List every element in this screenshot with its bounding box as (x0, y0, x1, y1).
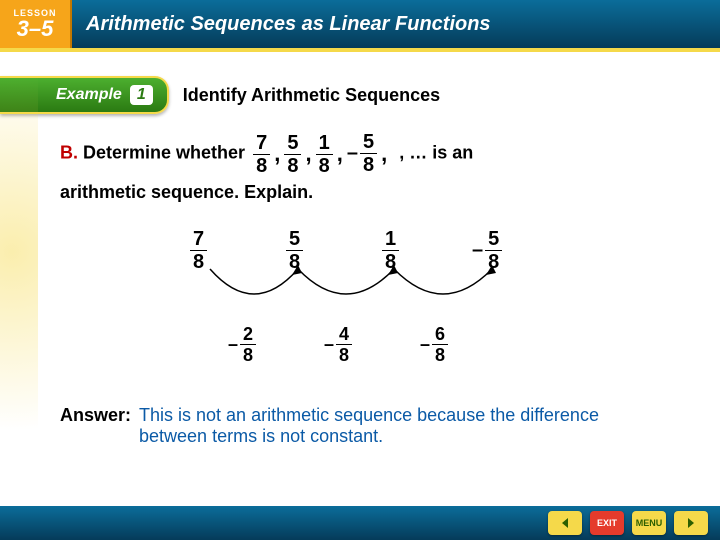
answer-block: Answer: This is not an arithmetic sequen… (60, 405, 660, 447)
chapter-topbar: LESSON 3–5 Arithmetic Sequences as Linea… (0, 0, 720, 48)
example-label: Example (56, 86, 122, 104)
question-line-2: arithmetic sequence. Explain. (60, 182, 660, 203)
content-body: B. Determine whether 78,58,18,–58, , … i… (0, 114, 720, 447)
example-title: Identify Arithmetic Sequences (183, 85, 440, 106)
page: LESSON 3–5 Arithmetic Sequences as Linea… (0, 0, 720, 540)
example-number: 1 (130, 85, 153, 105)
question-sequence: 78,58,18,–58, (253, 132, 391, 176)
question-lead: Determine whether (83, 143, 245, 163)
topbar-underline (0, 48, 720, 52)
chapter-title: Arithmetic Sequences as Linear Functions (86, 13, 491, 36)
lesson-tab: LESSON 3–5 (0, 0, 72, 48)
chevron-right-icon (685, 517, 697, 529)
example-header: Example 1 Identify Arithmetic Sequences (0, 76, 720, 114)
sequence-arcs (180, 263, 540, 323)
answer-label: Answer: (60, 405, 131, 447)
question-line-1: B. Determine whether 78,58,18,–58, , … i… (60, 132, 660, 176)
next-button[interactable] (674, 511, 708, 535)
menu-label: MENU (636, 518, 663, 528)
lesson-number: 3–5 (17, 18, 54, 40)
answer-text: This is not an arithmetic sequence becau… (139, 405, 619, 447)
decorative-left-glow (0, 52, 38, 506)
exit-button[interactable]: EXIT (590, 511, 624, 535)
question-tail: , … is an (399, 143, 473, 163)
chevron-left-icon (559, 517, 571, 529)
prev-button[interactable] (548, 511, 582, 535)
question-part: B. (60, 143, 78, 163)
menu-button[interactable]: MENU (632, 511, 666, 535)
exit-label: EXIT (597, 518, 617, 528)
sequence-diagram: 785818–58–28–48–68 (180, 229, 540, 369)
footer-nav: EXIT MENU (0, 506, 720, 540)
